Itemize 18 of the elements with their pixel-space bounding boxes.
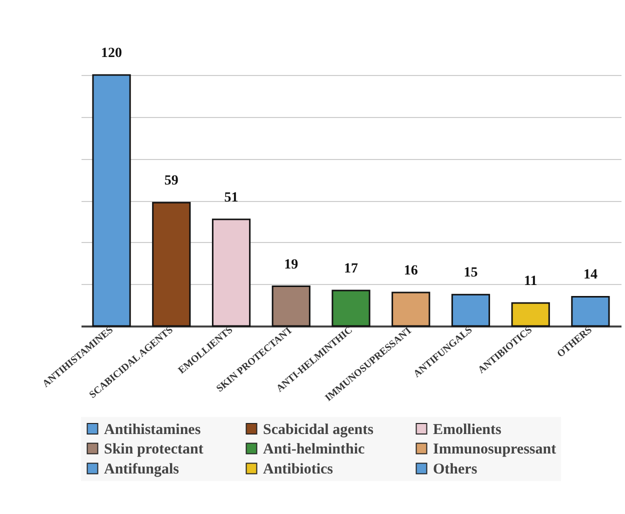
data-label: 17	[344, 261, 358, 276]
legend-label: Emollients	[433, 422, 502, 438]
legend-label: Anti-helminthic	[263, 442, 366, 458]
legend-label: Scabicidal agents	[263, 422, 374, 438]
legend-label: Immunosupressant	[433, 442, 556, 458]
data-label: 51	[224, 190, 238, 206]
data-label: 19	[284, 257, 298, 272]
legend-label: Others	[433, 462, 478, 478]
data-label: 120	[101, 46, 122, 61]
data-label: 14	[583, 268, 598, 283]
data-label: 59	[164, 174, 178, 189]
data-label: 16	[404, 264, 418, 279]
legend-label: Antibiotics	[263, 462, 334, 478]
legend-label: Skin protectant	[104, 442, 204, 458]
legend-label: Antifungals	[104, 462, 180, 478]
data-label: 11	[524, 274, 538, 289]
legend-label: Antihistamines	[104, 422, 201, 438]
data-label: 15	[464, 266, 478, 281]
